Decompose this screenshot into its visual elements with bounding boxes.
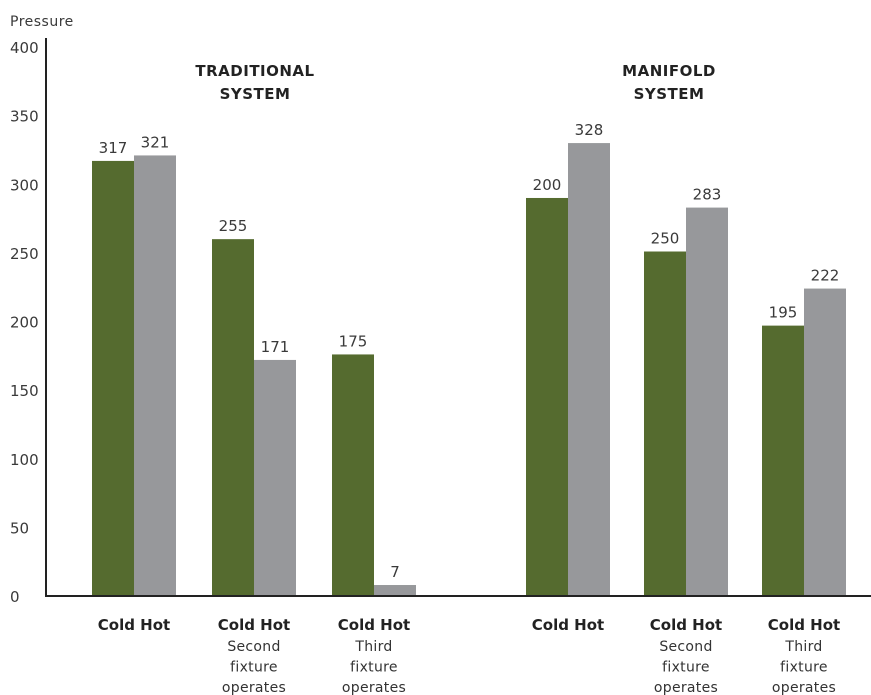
y-tick-label-350: 350 — [10, 108, 39, 126]
category-label-1-2: Cold Hot — [768, 616, 840, 634]
group-title-line: SYSTEM — [220, 85, 291, 103]
value-label-hot-0-2: 7 — [390, 563, 400, 581]
category-sub-label-1-2-2: operates — [772, 680, 836, 695]
bar-cold-0-1 — [212, 239, 254, 596]
value-label-hot-1-0: 328 — [575, 121, 604, 139]
bar-cold-0-0 — [92, 160, 134, 597]
category-label-0-1: Cold Hot — [218, 616, 290, 634]
category-sub-label-1-1-1: fixture — [662, 660, 710, 676]
y-tick-label-0: 0 — [10, 588, 20, 606]
category-sub-label-0-2-2: operates — [342, 680, 406, 695]
bar-hot-1-2 — [804, 288, 846, 596]
category-label-0-0: Cold Hot — [98, 616, 170, 634]
value-label-hot-0-1: 171 — [261, 338, 290, 356]
category-sub-label-1-1-2: operates — [654, 680, 718, 695]
value-label-cold-0-0: 317 — [99, 139, 128, 157]
category-sub-label-0-1-1: fixture — [230, 660, 278, 676]
group-title-line: MANIFOLD — [622, 62, 716, 80]
category-sub-label-0-2-0: Third — [354, 639, 392, 655]
value-label-hot-0-0: 321 — [141, 133, 170, 151]
value-label-hot-1-2: 222 — [811, 267, 840, 285]
value-label-cold-1-1: 250 — [651, 230, 680, 248]
category-label-1-0: Cold Hot — [532, 616, 604, 634]
bar-hot-1-0 — [568, 143, 610, 596]
category-sub-label-0-1-0: Second — [227, 639, 280, 655]
group-title-line: TRADITIONAL — [195, 62, 314, 80]
y-tick-label-50: 50 — [10, 519, 29, 537]
group-title-line: SYSTEM — [634, 85, 705, 103]
y-tick-label-400: 400 — [10, 39, 39, 57]
category-label-0-2: Cold Hot — [338, 616, 410, 634]
bar-cold-1-0 — [526, 197, 568, 596]
y-tick-labels: 0 50 100 150 200 250 300 350 400 — [10, 39, 39, 606]
y-tick-label-150: 150 — [10, 382, 39, 400]
category-sub-label-0-1-2: operates — [222, 680, 286, 695]
category-labels: Cold Hot Cold Hot Second fixture operates Col… — [98, 616, 840, 695]
y-tick-label-200: 200 — [10, 314, 39, 332]
bars — [92, 143, 846, 597]
group-title-0: TRADITIONAL SYSTEM — [195, 62, 314, 103]
y-tick-label-250: 250 — [10, 245, 39, 263]
category-sub-label-1-1-0: Second — [659, 639, 712, 655]
bar-hot-1-1 — [686, 207, 728, 596]
value-label-cold-0-1: 255 — [219, 217, 248, 235]
value-label-cold-0-2: 175 — [339, 332, 368, 350]
bar-hot-0-1 — [254, 359, 296, 596]
group-titles: TRADITIONAL SYSTEM MANIFOLD SYSTEM — [195, 62, 715, 103]
group-title-1: MANIFOLD SYSTEM — [622, 62, 716, 103]
y-tick-label-100: 100 — [10, 451, 39, 469]
bar-cold-1-2 — [762, 325, 804, 596]
value-label-cold-1-2: 195 — [769, 304, 798, 322]
category-sub-label-0-2-1: fixture — [350, 660, 398, 676]
category-sub-label-1-2-1: fixture — [780, 660, 828, 676]
value-label-cold-1-0: 200 — [533, 176, 562, 194]
value-label-hot-1-1: 283 — [693, 186, 722, 204]
category-label-1-1: Cold Hot — [650, 616, 722, 634]
y-tick-label-300: 300 — [10, 176, 39, 194]
bar-hot-0-0 — [134, 155, 176, 597]
value-labels: 317 321 255 171 175 7 200 328 250 283 195 222 — [99, 121, 840, 581]
category-sub-label-1-2-0: Third — [784, 639, 822, 655]
y-axis-label: Pressure — [10, 14, 74, 30]
bar-cold-0-2 — [332, 354, 374, 596]
bar-hot-0-2 — [374, 585, 416, 596]
bar-cold-1-1 — [644, 251, 686, 596]
